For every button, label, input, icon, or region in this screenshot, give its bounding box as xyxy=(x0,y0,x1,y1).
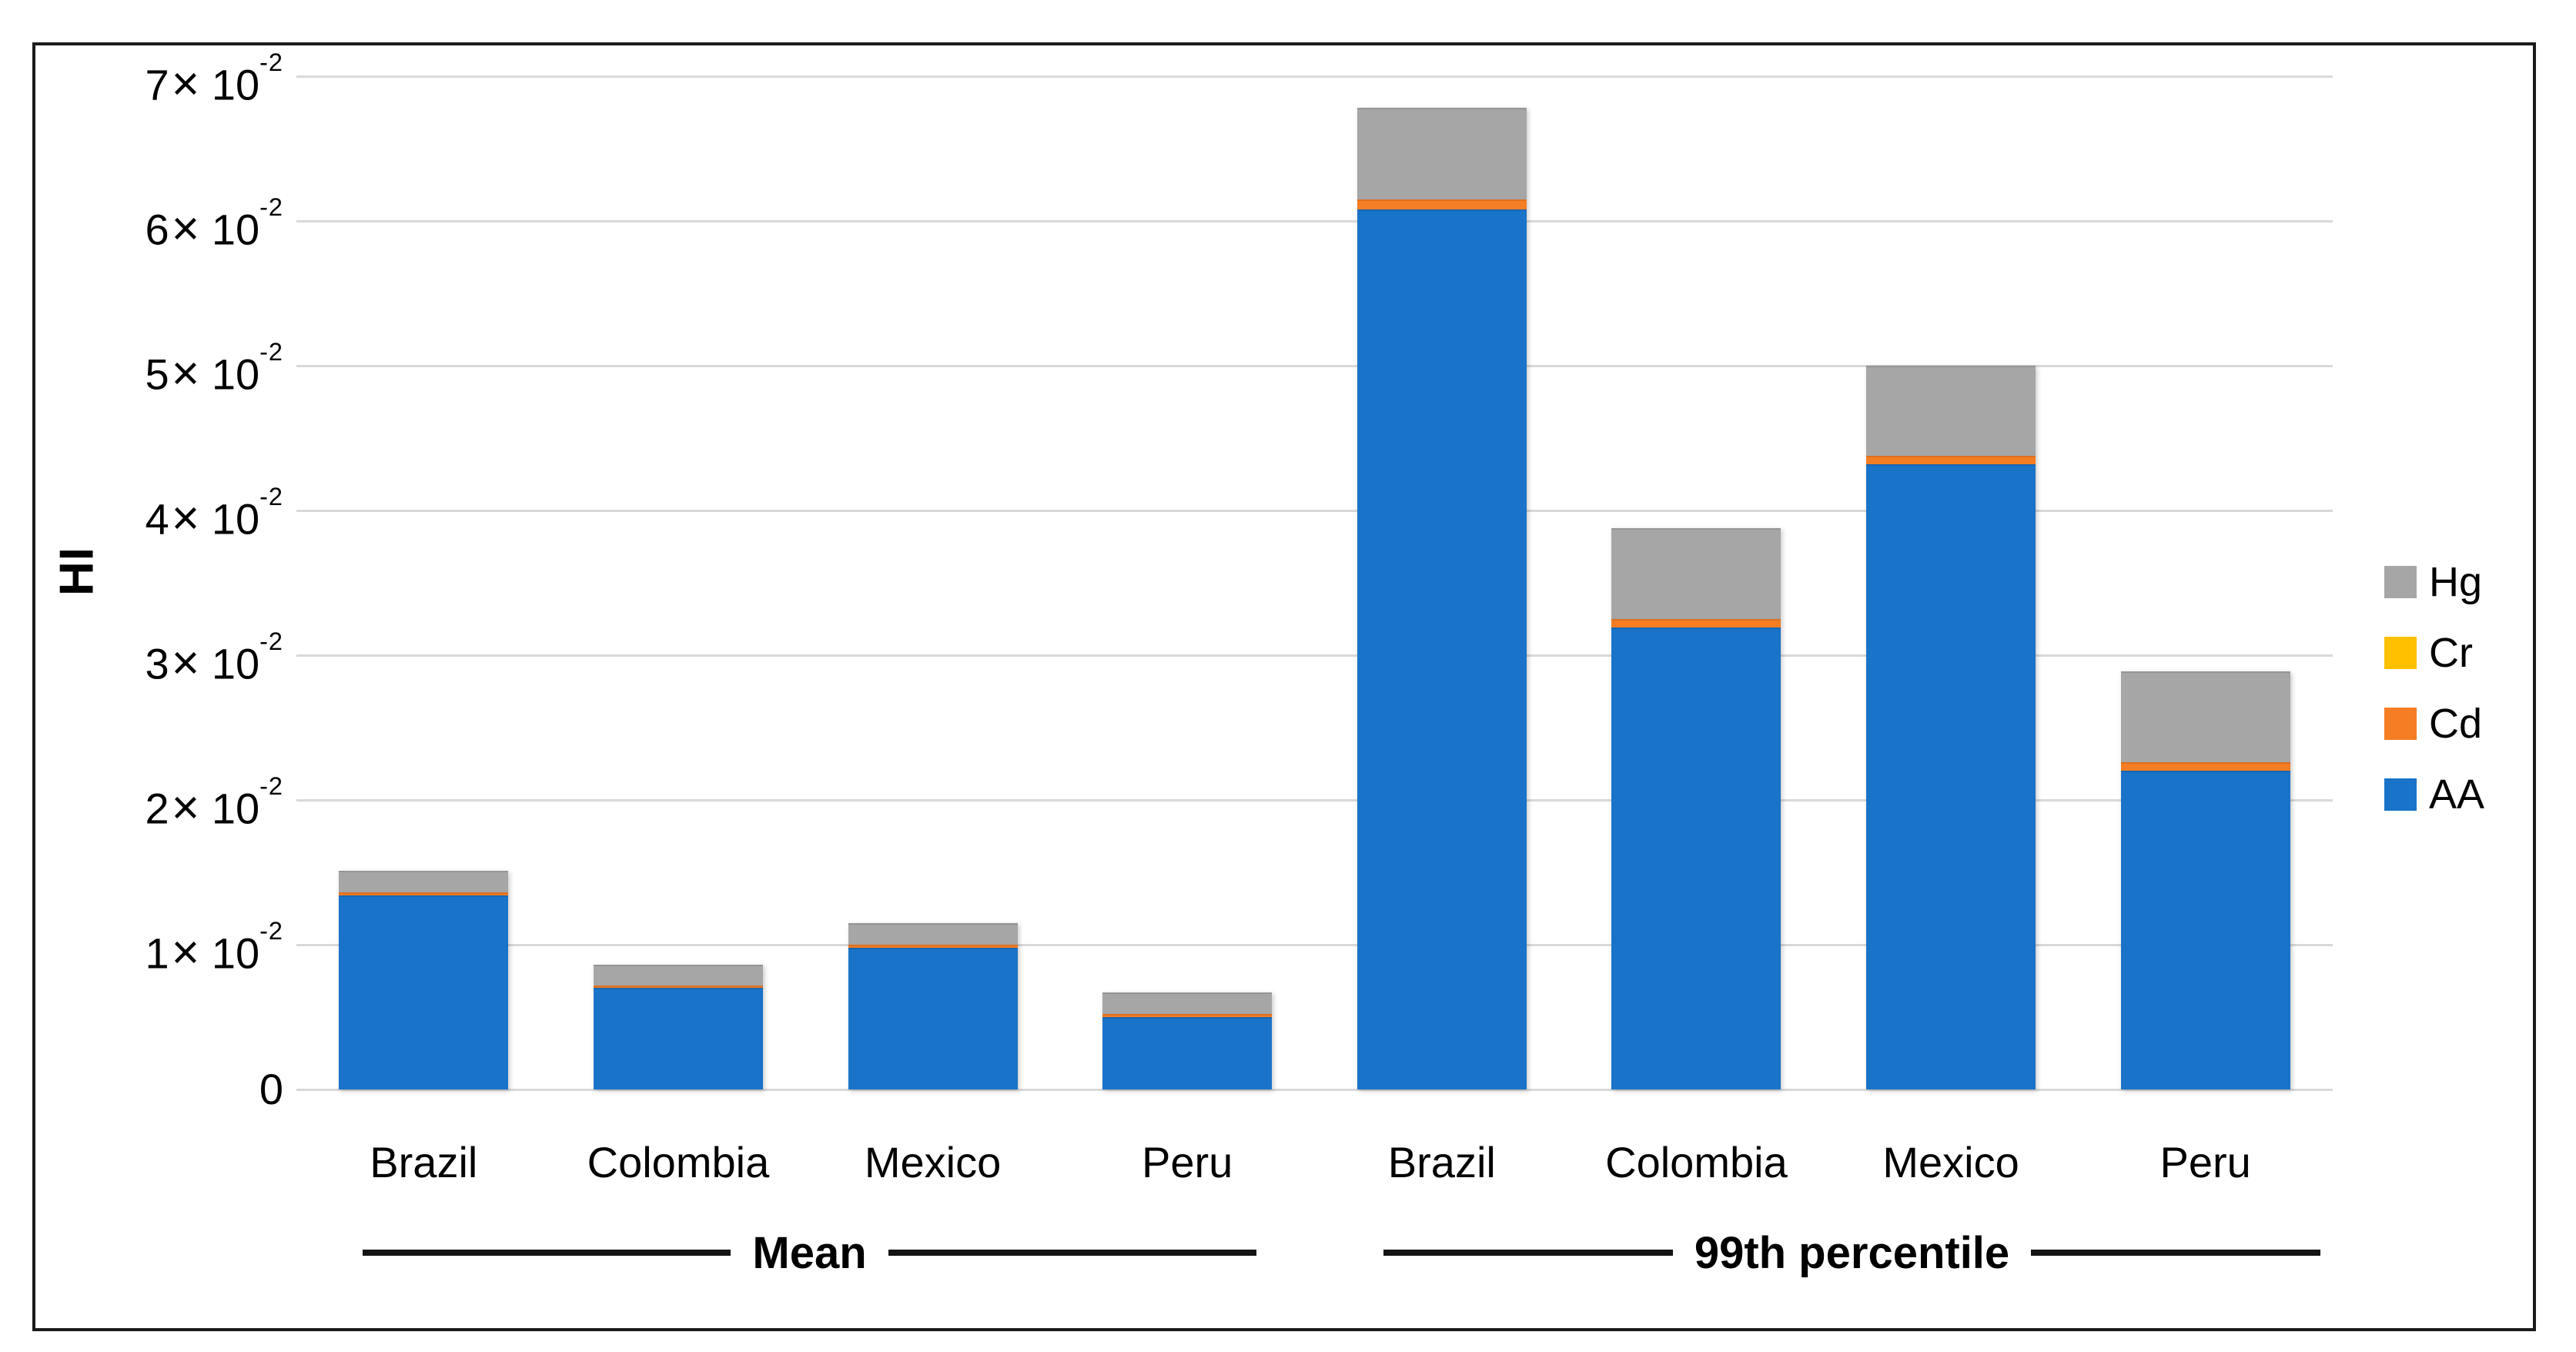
bar-segment-aa xyxy=(593,988,763,1089)
bar-stack-brazil-4 xyxy=(1357,108,1527,1089)
bar-segment-hg xyxy=(2120,671,2290,763)
bar-segment-hg xyxy=(848,922,1018,945)
bar-stack-brazil-0 xyxy=(339,871,509,1089)
y-gridline xyxy=(296,364,2333,367)
bar-segment-cd xyxy=(2120,762,2290,771)
bar-segment-hg xyxy=(1866,366,2036,456)
category-label: Peru xyxy=(2159,1138,2251,1186)
y-tick-label: 2× 10-2 xyxy=(145,772,283,835)
y-gridline xyxy=(296,75,2333,78)
group-label: Mean xyxy=(752,1227,867,1278)
bar-segment-cd xyxy=(1102,1014,1273,1017)
y-gridline xyxy=(296,654,2333,657)
bar-stack-peru-3 xyxy=(1102,992,1273,1089)
legend-item-cr: Cr xyxy=(2384,630,2484,676)
bar-stack-colombia-5 xyxy=(1611,527,1781,1089)
bar-segment-aa xyxy=(1102,1016,1273,1089)
y-tick-label: 4× 10-2 xyxy=(145,483,283,545)
legend-swatch-cd xyxy=(2384,708,2417,740)
bar-segment-aa xyxy=(1866,463,2036,1089)
bar-segment-cd xyxy=(848,945,1018,948)
bar-segment-hg xyxy=(1357,108,1527,199)
bar-segment-cd xyxy=(1357,199,1527,209)
legend-swatch-cr xyxy=(2384,637,2417,669)
legend-item-aa: AA xyxy=(2384,771,2485,818)
bar-segment-cd xyxy=(1611,619,1781,628)
legend-label: AA xyxy=(2429,771,2485,818)
category-label: Brazil xyxy=(1387,1138,1496,1186)
y-tick-label: 0 xyxy=(259,1065,283,1113)
bar-segment-aa xyxy=(1611,627,1781,1089)
legend-swatch-aa xyxy=(2384,778,2417,811)
legend-label: Cr xyxy=(2429,630,2473,676)
category-label: Peru xyxy=(1142,1138,1233,1186)
legend: Hg Cr Cd AA xyxy=(2384,559,2485,849)
legend-item-cd: Cd xyxy=(2384,701,2484,747)
bar-segment-cd xyxy=(1866,455,2036,464)
group-rule-right xyxy=(888,1250,1257,1256)
bar-stack-mexico-2 xyxy=(848,922,1018,1089)
bar-segment-aa xyxy=(2120,771,2290,1089)
bar-segment-aa xyxy=(848,947,1018,1089)
legend-swatch-hg xyxy=(2384,566,2417,598)
legend-item-hg: Hg xyxy=(2384,559,2484,605)
bar-segment-hg xyxy=(339,871,509,893)
category-label: Brazil xyxy=(370,1138,478,1186)
y-tick-label: 6× 10-2 xyxy=(145,193,283,256)
bar-stack-mexico-6 xyxy=(1866,366,2036,1089)
bar-segment-aa xyxy=(1357,209,1527,1089)
bar-stack-peru-7 xyxy=(2120,671,2290,1089)
y-tick-label: 1× 10-2 xyxy=(145,917,283,979)
chart-figure-border xyxy=(32,42,2536,1331)
legend-label: Cd xyxy=(2429,701,2483,747)
bar-segment-cd xyxy=(339,892,509,896)
y-axis-title: HI xyxy=(50,547,104,596)
group-label: 99th percentile xyxy=(1694,1227,2010,1278)
category-label: Mexico xyxy=(864,1138,1002,1186)
group-row-99th-percentile: 99th percentile xyxy=(1383,1222,2320,1283)
y-tick-label: 3× 10-2 xyxy=(145,627,283,690)
legend-label: Hg xyxy=(2429,559,2483,605)
y-gridline xyxy=(296,509,2333,512)
bar-segment-hg xyxy=(1611,527,1781,619)
y-tick-label: 5× 10-2 xyxy=(145,338,283,400)
category-label: Mexico xyxy=(1882,1138,2019,1186)
y-tick-label: 7× 10-2 xyxy=(145,49,283,111)
group-rule-left xyxy=(363,1250,731,1256)
y-gridline xyxy=(296,798,2333,801)
bar-segment-hg xyxy=(593,965,763,986)
bar-segment-aa xyxy=(339,895,509,1089)
group-row-mean: Mean xyxy=(363,1222,1257,1283)
group-rule-left xyxy=(1383,1250,1673,1256)
bar-stack-colombia-1 xyxy=(593,965,763,1089)
y-gridline xyxy=(296,1088,2333,1091)
category-label: Colombia xyxy=(1605,1138,1788,1186)
category-label: Colombia xyxy=(587,1138,770,1186)
bar-segment-hg xyxy=(1102,992,1273,1015)
bar-segment-cd xyxy=(593,985,763,989)
y-gridline xyxy=(296,943,2333,946)
y-gridline xyxy=(296,219,2333,223)
group-rule-right xyxy=(2031,1250,2320,1256)
